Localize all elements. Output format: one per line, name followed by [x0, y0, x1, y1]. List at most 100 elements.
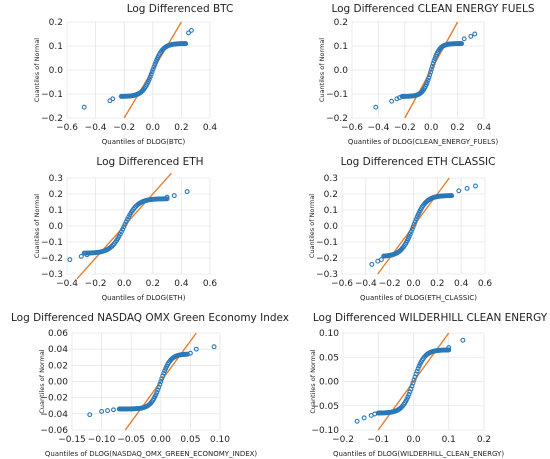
y-tick-label: 0.00	[319, 378, 339, 388]
outlier-point	[460, 337, 466, 343]
outlier-point	[456, 188, 462, 194]
y-axis-label: Cuantiles of Normal	[33, 38, 41, 102]
data-point	[428, 69, 434, 75]
x-axis-label: Quantiles of DLOG(WILDERHILL_CLEAN_ENERG…	[333, 450, 504, 458]
data-point	[414, 368, 420, 374]
y-tick-label: −0.1	[316, 238, 338, 248]
x-tick-label: 0.0	[406, 279, 421, 289]
outlier-point	[397, 95, 402, 101]
y-tick-label: 0.04	[48, 345, 68, 355]
y-axis-label: Cuantiles of Normal	[308, 194, 316, 258]
x-tick-label: −0.2	[113, 123, 135, 133]
y-tick-label: 0.3	[49, 174, 63, 184]
x-tick-label: −0.2	[379, 279, 401, 289]
outlier-point	[446, 345, 452, 350]
y-tick-label: 0.1	[334, 42, 348, 52]
outlier-point	[373, 104, 379, 110]
outlier-point	[468, 33, 474, 39]
x-tick-label: −0.4	[85, 123, 107, 133]
outlier-point	[394, 96, 400, 102]
data-point	[426, 75, 432, 81]
panel-title: Log Differenced NASDAQ OMX Green Economy…	[11, 312, 289, 324]
data-point	[118, 229, 124, 235]
y-tick-label: 0.0	[324, 222, 339, 232]
data-point	[430, 61, 436, 67]
qq-panel: Log Differenced ETH CLASSIC−0.6 −0.4 −0.2 0…	[308, 156, 495, 302]
outlier-point	[171, 193, 177, 199]
y-tick-label: −0.02	[40, 394, 68, 404]
data-point	[162, 368, 168, 374]
x-tick-label: 0.0	[146, 123, 161, 133]
data-point	[413, 371, 419, 377]
y-axis-label: Cuantiles of Normal	[33, 194, 41, 258]
x-tick-label: 0.05	[180, 435, 200, 445]
outlier-point	[110, 96, 116, 102]
y-tick-label: −0.06	[40, 426, 68, 436]
y-tick-label: 0.02	[48, 361, 68, 371]
outlier-point	[461, 36, 467, 42]
y-tick-label: −0.2	[316, 254, 338, 264]
y-tick-label: 0.05	[319, 353, 339, 363]
data-point	[122, 221, 128, 227]
qq-panel: Log Differenced WILDERHILL CLEAN ENERGY −…	[309, 312, 548, 458]
outlier-point	[164, 194, 170, 200]
outlier-point	[105, 408, 110, 414]
y-tick-label: −0.1	[41, 90, 63, 100]
data-point	[459, 41, 465, 47]
data-point	[183, 41, 189, 47]
data-point	[150, 66, 156, 72]
qq-panel: Log Differenced BTC −0.6 −0.4 −0.2 0.0 0.2 0.4…	[33, 3, 233, 146]
y-tick-label: 0.0	[334, 66, 349, 76]
panel-title: Log Differenced BTC	[127, 3, 234, 15]
data-point	[408, 229, 414, 235]
outlier-point	[188, 27, 194, 33]
x-tick-label: 0.0	[406, 435, 421, 445]
outlier-point	[389, 98, 395, 104]
x-tick-label: 0.0	[117, 279, 132, 289]
x-tick-label: 0.0	[424, 123, 439, 133]
outlier-point	[361, 415, 367, 421]
x-axis-label: Quantiles of DLOG(CLEAN_ENERGY_FUELS)	[348, 138, 499, 146]
outlier-point	[193, 346, 199, 352]
outlier-point	[472, 31, 478, 37]
x-tick-label: −0.6	[331, 279, 353, 289]
data-point	[120, 226, 126, 232]
data-point	[147, 74, 153, 80]
y-tick-label: −0.05	[311, 402, 339, 412]
y-tick-label: 0.1	[49, 206, 63, 216]
y-tick-label: 0.0	[49, 66, 64, 76]
outlier-point	[67, 257, 73, 263]
outlier-point	[211, 344, 217, 350]
x-tick-label: 0.1	[442, 435, 456, 445]
data-point	[409, 226, 415, 232]
x-tick-label: 0.00	[151, 435, 171, 445]
outlier-point	[354, 418, 360, 424]
y-tick-label: 0.2	[324, 190, 338, 200]
data-point	[155, 387, 161, 393]
qq-panel: Log Differenced ETH −0.4 −0.2 0.0 0.2 0.4 0.6 −…	[33, 156, 217, 302]
y-tick-label: 0.2	[334, 18, 348, 28]
y-tick-label: 0.2	[49, 18, 63, 28]
data-point	[431, 58, 437, 64]
x-tick-label: −0.1	[367, 435, 389, 445]
outlier-point	[187, 350, 193, 356]
y-tick-label: 0.2	[49, 190, 63, 200]
data-point	[446, 347, 452, 353]
data-point	[411, 221, 417, 227]
panel-title: Log Differenced ETH CLASSIC	[341, 156, 496, 168]
data-point	[146, 76, 152, 82]
outlier-point	[84, 252, 90, 258]
data-point	[117, 231, 123, 237]
y-axis-label: Cuantiles of Normal	[38, 349, 46, 413]
qq-panel: Log Differenced CLEAN ENERGY FUELS−0.6 −0…	[318, 3, 535, 146]
outlier-point	[78, 253, 84, 259]
data-point	[109, 243, 115, 249]
x-tick-label: 0.4	[454, 279, 469, 289]
data-point	[410, 224, 416, 230]
data-point	[405, 394, 411, 400]
x-tick-label: −0.2	[332, 435, 354, 445]
data-point	[156, 384, 162, 390]
y-tick-label: −0.1	[41, 238, 63, 248]
x-tick-label: −0.6	[341, 123, 363, 133]
y-tick-label: −0.3	[41, 270, 63, 280]
